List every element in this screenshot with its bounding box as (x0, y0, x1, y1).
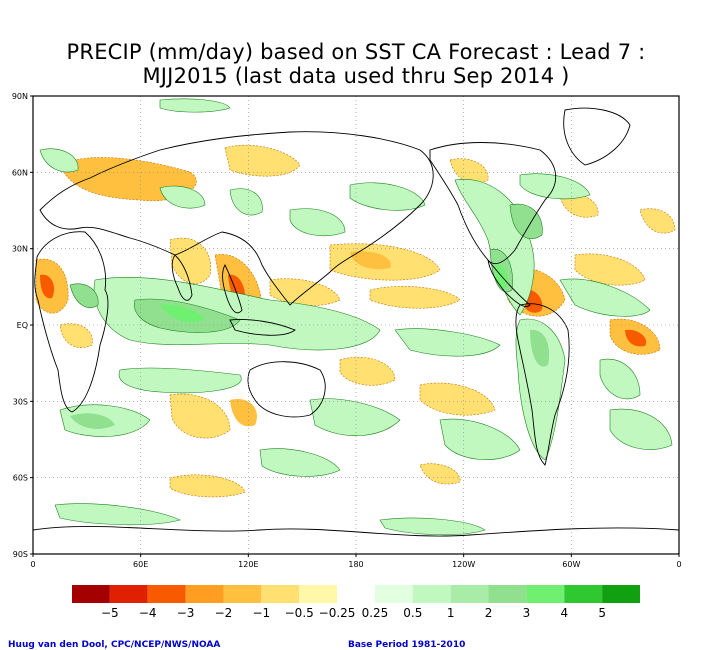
graticule (33, 96, 679, 554)
europe-asia-outline (39, 131, 434, 306)
longitude-label: 0 (676, 560, 681, 569)
legend-swatch (109, 585, 148, 603)
legend-swatch (450, 585, 489, 603)
longitude-axis: 0 60E 120E 180 120W 60W 0 (30, 554, 682, 569)
legend-label: 3 (523, 606, 531, 620)
title-line-2: MJJ2015 (last data used thru Sep 2014 ) (142, 64, 570, 88)
legend-label: −3 (177, 606, 195, 620)
legend-label: 0.5 (403, 606, 422, 620)
legend-label: −5 (101, 606, 119, 620)
latitude-label: EQ (17, 321, 28, 330)
author-credit: Huug van den Dool, CPC/NCEP/NWS/NOAA (8, 640, 221, 650)
latitude-label: 60N (12, 168, 28, 177)
latitude-label: 30S (13, 397, 28, 406)
latitude-label: 90S (13, 550, 28, 559)
legend-label: 2 (485, 606, 493, 620)
legend-swatch (374, 585, 413, 603)
wet-anomaly-patches (39, 98, 673, 536)
greenland-outline (563, 107, 631, 166)
latitude-label: 90N (12, 92, 28, 101)
legend-label: 5 (598, 606, 606, 620)
base-period-note: Base Period 1981-2010 (348, 640, 466, 650)
legend-swatch (488, 585, 527, 603)
central-america-outline (487, 258, 531, 307)
india-outline (171, 254, 193, 301)
legend-swatch (261, 585, 300, 603)
se-asia-outline (222, 264, 243, 314)
legend-swatch (185, 585, 224, 603)
latitude-axis: 90N 60N 30N EQ 30S 60S 90S (12, 92, 33, 559)
indonesia-outline (229, 319, 296, 336)
latitude-label: 30N (12, 245, 28, 254)
legend-swatch (72, 585, 110, 603)
legend-swatch (602, 585, 640, 603)
legend-label: 4 (560, 606, 568, 620)
south-america-outline (515, 303, 570, 466)
longitude-label: 60E (133, 560, 148, 569)
legend-swatch (223, 585, 262, 603)
north-america-outline (429, 142, 557, 264)
map-field (33, 96, 679, 554)
antarctica-outline (33, 526, 679, 537)
longitude-label: 120E (238, 560, 258, 569)
legend-swatch (337, 585, 375, 603)
legend-swatch (299, 585, 338, 603)
australia-outline (247, 361, 326, 418)
legend-swatch (526, 585, 565, 603)
legend-label: −0.25 (319, 606, 356, 620)
legend-label: −4 (139, 606, 157, 620)
longitude-label: 180 (348, 560, 363, 569)
title-line-1: PRECIP (mm/day) based on SST CA Forecast… (66, 40, 646, 64)
legend-label: 0.25 (362, 606, 389, 620)
longitude-label: 0 (30, 560, 35, 569)
legend-label: −0.5 (285, 606, 314, 620)
legend-swatch (147, 585, 186, 603)
longitude-label: 120W (452, 560, 475, 569)
legend-swatch (412, 585, 451, 603)
longitude-label: 60W (562, 560, 580, 569)
legend-label: −2 (215, 606, 233, 620)
legend-label: 1 (447, 606, 455, 620)
legend-label: −1 (252, 606, 270, 620)
latitude-label: 60S (13, 474, 28, 483)
legend-swatch (564, 585, 603, 603)
continent-outlines (33, 107, 679, 537)
color-legend: −5 −4 −3 −2 −1 −0.5 −0.25 0.25 0.5 1 2 3 4 5 (72, 585, 640, 620)
africa-outline (34, 231, 109, 413)
